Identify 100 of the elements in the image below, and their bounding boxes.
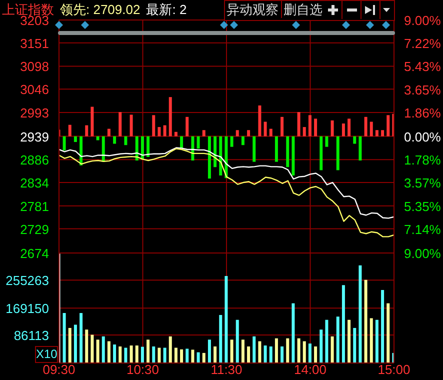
y-tick-label: 2781 bbox=[20, 198, 49, 214]
bar bbox=[140, 346, 144, 363]
bar bbox=[264, 122, 267, 136]
y2-tick-label: 7.22% bbox=[404, 36, 442, 52]
bar bbox=[80, 313, 83, 363]
y-tick-label: 3098 bbox=[20, 59, 49, 74]
bar bbox=[230, 340, 234, 363]
text: 异动观察 bbox=[226, 1, 280, 18]
bar bbox=[163, 348, 166, 363]
bar bbox=[135, 345, 138, 363]
bar bbox=[168, 336, 172, 363]
text: 领先: 2709.02 bbox=[60, 2, 140, 17]
bar bbox=[130, 345, 133, 363]
bar bbox=[258, 341, 262, 363]
bar bbox=[358, 136, 362, 161]
bar bbox=[386, 303, 390, 363]
bar bbox=[381, 130, 384, 136]
bar bbox=[258, 105, 262, 136]
y-tick-label: 2993 bbox=[20, 105, 49, 120]
y2-tick-label: 1.86% bbox=[404, 105, 442, 120]
bar bbox=[174, 348, 178, 363]
bar bbox=[74, 324, 77, 363]
bar bbox=[241, 340, 244, 363]
text: 最新: 2 bbox=[146, 2, 187, 17]
y-tick-label: 2939 bbox=[20, 129, 49, 144]
bar bbox=[146, 136, 150, 157]
bar bbox=[308, 115, 312, 136]
bar bbox=[219, 314, 222, 363]
bar bbox=[336, 316, 340, 363]
y-tick-label: 2729 bbox=[20, 222, 49, 237]
y2-tick-label: 5.43% bbox=[404, 59, 442, 74]
bar bbox=[118, 112, 122, 136]
y2-tick-label: 3.57% bbox=[404, 176, 442, 191]
bar bbox=[280, 346, 284, 363]
bar bbox=[370, 122, 373, 136]
bar bbox=[364, 280, 368, 363]
text: X10 bbox=[35, 346, 58, 363]
bar bbox=[152, 115, 156, 136]
y2-tick-label: 9.00% bbox=[404, 13, 442, 28]
bar bbox=[208, 340, 211, 363]
bar bbox=[297, 112, 300, 136]
bar bbox=[297, 338, 300, 363]
bar bbox=[320, 330, 323, 363]
bar bbox=[348, 320, 351, 363]
bar bbox=[146, 340, 150, 363]
bar bbox=[68, 328, 72, 363]
bar bbox=[274, 338, 278, 363]
bar bbox=[102, 336, 105, 363]
bar bbox=[302, 341, 306, 363]
bar bbox=[180, 349, 184, 363]
bar bbox=[264, 345, 267, 363]
line-series bbox=[59, 148, 394, 238]
bar bbox=[90, 106, 94, 136]
bar bbox=[292, 303, 295, 363]
bar bbox=[230, 136, 234, 147]
bar bbox=[280, 116, 284, 136]
bar bbox=[224, 276, 228, 363]
bar bbox=[124, 348, 128, 363]
bar bbox=[62, 136, 66, 150]
x-tick-label: 14:00 bbox=[294, 362, 327, 377]
bar bbox=[168, 97, 172, 136]
y-tick-label: 169150 bbox=[6, 301, 49, 316]
bar bbox=[191, 350, 194, 363]
y-tick-label: 2834 bbox=[20, 176, 49, 191]
y-tick-label: 2886 bbox=[20, 152, 49, 168]
bar bbox=[336, 136, 340, 170]
bar bbox=[85, 330, 88, 363]
bar bbox=[320, 136, 323, 170]
bar bbox=[90, 334, 94, 363]
bar bbox=[375, 130, 378, 136]
text: 删自选 bbox=[281, 1, 324, 18]
bar bbox=[375, 320, 378, 363]
bar bbox=[236, 130, 239, 136]
bar bbox=[152, 346, 156, 363]
bar bbox=[85, 125, 88, 136]
bar bbox=[186, 116, 189, 136]
bar bbox=[96, 340, 100, 363]
x-tick-label: 10:30 bbox=[126, 362, 160, 377]
bar bbox=[342, 124, 345, 136]
y-tick-label: 86113 bbox=[14, 328, 49, 344]
x-tick-label: 15:00 bbox=[378, 362, 410, 377]
x-tick-label: 11:30 bbox=[210, 362, 242, 377]
bar bbox=[325, 136, 328, 147]
bar bbox=[158, 127, 161, 136]
bar bbox=[219, 136, 222, 176]
y2-tick-label: 9.00% bbox=[404, 246, 442, 261]
bar bbox=[381, 290, 384, 363]
bar bbox=[269, 346, 272, 363]
y2-tick-label: 1.78% bbox=[404, 152, 442, 168]
y2-tick-label: 7.14% bbox=[404, 222, 442, 237]
bar bbox=[202, 352, 206, 363]
bar bbox=[74, 136, 77, 142]
bar bbox=[358, 265, 362, 363]
bar bbox=[269, 128, 272, 136]
bar bbox=[174, 132, 178, 136]
y-tick-label: 3046 bbox=[20, 82, 49, 98]
bar bbox=[370, 318, 373, 363]
chart-title: 上证指数 bbox=[2, 2, 54, 17]
bar bbox=[314, 346, 318, 363]
bar bbox=[364, 116, 368, 136]
